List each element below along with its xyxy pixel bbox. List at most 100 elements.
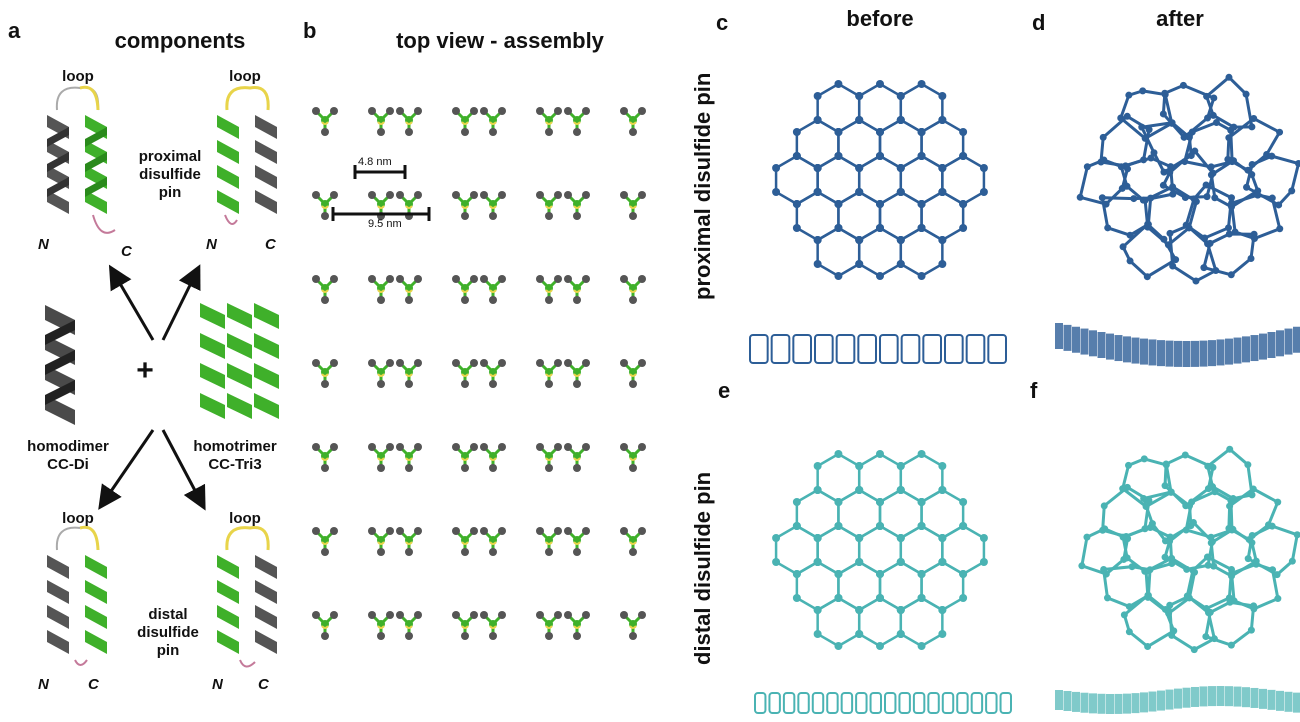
lattice-node xyxy=(1097,158,1105,166)
trimer-node xyxy=(536,443,562,472)
lattice-node xyxy=(1249,485,1257,493)
lattice-node xyxy=(938,558,947,566)
lattice-node xyxy=(938,236,947,244)
trimer-node xyxy=(396,527,422,556)
n-label-4: N xyxy=(212,676,223,693)
lattice-node xyxy=(1190,646,1198,654)
side-view-unit xyxy=(1216,686,1225,707)
trimer-node xyxy=(396,611,422,640)
lattice-node xyxy=(938,164,947,172)
lattice-node xyxy=(876,450,884,458)
lattice-node xyxy=(1275,201,1283,209)
trimer-node xyxy=(564,275,590,304)
lattice-node xyxy=(959,522,968,530)
n-label-2: N xyxy=(206,236,217,253)
lattice-node xyxy=(1159,110,1167,118)
lattice-node xyxy=(813,92,822,100)
side-view-before-distal xyxy=(754,692,1013,714)
lattice-node xyxy=(1288,557,1296,565)
lattice-node xyxy=(1207,163,1215,171)
lattice-node xyxy=(1145,126,1153,134)
lattice-node xyxy=(855,558,864,566)
lattice-node xyxy=(1150,149,1158,157)
lattice-node xyxy=(1117,114,1125,122)
trimer-node xyxy=(312,191,338,220)
panel-letter-f: f xyxy=(1030,378,1038,403)
heading-top-view: top view - assembly xyxy=(396,28,604,53)
side-view-unit xyxy=(754,692,767,714)
lattice-node xyxy=(917,594,926,602)
lattice-node xyxy=(792,498,801,506)
c-label-2: C xyxy=(265,236,276,253)
trimer-node xyxy=(564,443,590,472)
side-view-unit xyxy=(1208,340,1216,367)
lattice-node xyxy=(855,92,864,100)
measure-large-label: 9.5 nm xyxy=(368,218,402,230)
lattice-node xyxy=(1226,502,1234,510)
side-view-unit xyxy=(1259,688,1267,709)
lattice-node xyxy=(1161,553,1169,561)
lattice-node xyxy=(792,594,801,602)
lattice-node xyxy=(979,188,988,196)
trimer-node xyxy=(620,191,646,220)
loop-label-4: loop xyxy=(229,510,261,527)
trimer-node xyxy=(536,359,562,388)
lattice-node xyxy=(1242,90,1250,98)
lattice-node xyxy=(855,462,864,470)
lattice-node xyxy=(917,80,926,88)
lattice-node xyxy=(875,200,884,208)
lattice-node xyxy=(1138,123,1146,131)
lattice-node xyxy=(1209,111,1217,119)
lattice-node xyxy=(813,486,822,494)
trimer-node xyxy=(368,275,394,304)
lattice-node xyxy=(772,534,781,542)
lattice-node xyxy=(1210,562,1218,570)
pin-bottom-left xyxy=(47,525,107,666)
panel-letter-e: e xyxy=(718,378,731,403)
trimer-node xyxy=(368,107,394,136)
lattice-node xyxy=(896,462,905,470)
lattice-node xyxy=(1225,524,1233,532)
lattice-node xyxy=(896,164,905,172)
hexagon-lattice-after-distal xyxy=(1078,445,1300,654)
lattice-node xyxy=(1140,495,1148,503)
lattice-node xyxy=(813,260,822,268)
side-view-unit xyxy=(922,334,942,364)
side-view-unit xyxy=(1157,340,1165,367)
lattice-node xyxy=(1274,498,1282,506)
lattice-node xyxy=(1123,112,1131,120)
lattice-node xyxy=(959,498,968,506)
side-view-unit xyxy=(768,692,781,714)
lattice-node xyxy=(875,522,884,530)
lattice-node xyxy=(1225,230,1233,238)
lattice-node xyxy=(792,128,801,136)
side-view-unit xyxy=(1072,691,1080,712)
lattice-node xyxy=(959,200,968,208)
lattice-node xyxy=(1166,601,1174,609)
lattice-node xyxy=(1227,194,1235,202)
lattice-node xyxy=(834,594,843,602)
lattice-node xyxy=(1203,92,1211,100)
lattice-node xyxy=(855,260,864,268)
lattice-node xyxy=(917,450,926,458)
homotrimer-label: homotrimer CC-Tri3 xyxy=(180,438,290,474)
proximal-label: proximal disulfide pin xyxy=(130,148,210,202)
trimer-node xyxy=(564,527,590,556)
side-view-unit xyxy=(855,692,868,714)
lattice-node xyxy=(875,152,884,160)
hexagon-lattice-before-distal xyxy=(772,450,988,650)
lattice-node xyxy=(1083,533,1091,541)
side-view-unit xyxy=(1276,330,1284,357)
trimer-node xyxy=(536,275,562,304)
lattice-node xyxy=(938,630,947,638)
lattice-node xyxy=(772,188,781,196)
lattice-node xyxy=(1206,239,1214,247)
side-view-unit xyxy=(1123,693,1131,714)
lattice-node xyxy=(1147,154,1155,162)
lattice-node xyxy=(1192,277,1200,285)
side-view-unit xyxy=(811,692,825,714)
trimer-node xyxy=(480,359,506,388)
lattice-node xyxy=(1083,163,1091,171)
trimer-node xyxy=(312,275,338,304)
side-view-unit xyxy=(1174,688,1182,709)
